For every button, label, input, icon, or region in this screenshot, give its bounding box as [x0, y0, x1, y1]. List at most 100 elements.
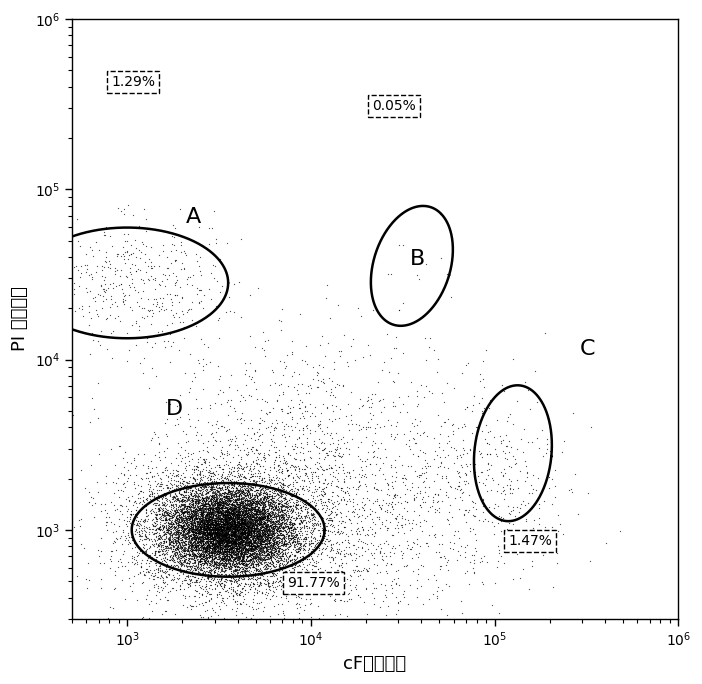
Point — [224, 514, 235, 525]
Point — [212, 519, 223, 530]
Point — [204, 529, 216, 540]
Point — [231, 511, 242, 522]
Point — [191, 523, 202, 534]
Point — [251, 520, 262, 531]
Point — [197, 529, 208, 540]
Point — [237, 529, 248, 540]
Point — [235, 547, 246, 557]
Point — [225, 509, 237, 520]
Point — [152, 540, 164, 551]
Point — [245, 484, 256, 495]
Point — [169, 516, 180, 527]
Point — [197, 464, 208, 475]
Point — [253, 508, 264, 519]
Point — [211, 535, 222, 546]
Point — [229, 507, 240, 518]
Point — [335, 451, 346, 462]
Point — [213, 527, 224, 538]
Point — [229, 534, 240, 544]
Point — [199, 509, 210, 520]
Point — [524, 488, 535, 499]
Point — [293, 590, 304, 601]
Point — [182, 527, 193, 538]
Point — [220, 568, 231, 579]
Point — [261, 553, 272, 564]
Point — [198, 523, 209, 534]
Point — [194, 592, 205, 603]
Point — [166, 555, 178, 566]
Point — [176, 512, 187, 523]
Point — [191, 513, 202, 524]
Point — [183, 554, 194, 565]
Point — [226, 529, 237, 540]
Point — [459, 467, 470, 478]
Point — [228, 519, 239, 530]
Point — [277, 550, 289, 561]
Point — [211, 535, 223, 546]
Point — [161, 464, 173, 475]
Point — [313, 482, 324, 492]
Point — [255, 485, 266, 496]
Point — [183, 518, 194, 529]
Point — [201, 515, 213, 526]
Point — [306, 523, 317, 534]
Point — [216, 539, 227, 550]
Point — [211, 504, 222, 515]
Point — [220, 553, 231, 564]
Point — [229, 525, 240, 536]
Point — [228, 541, 239, 552]
Point — [277, 501, 288, 512]
Point — [206, 506, 218, 517]
Point — [224, 537, 235, 548]
Point — [239, 544, 251, 555]
Point — [159, 499, 170, 510]
Point — [241, 530, 253, 541]
Point — [274, 547, 286, 558]
Point — [211, 539, 223, 550]
Point — [239, 526, 250, 537]
Point — [154, 293, 166, 304]
Point — [237, 529, 248, 540]
Point — [307, 560, 319, 570]
Point — [231, 529, 242, 540]
Point — [236, 542, 247, 553]
Point — [251, 508, 263, 519]
Point — [215, 537, 226, 548]
Point — [144, 564, 155, 575]
Point — [223, 499, 234, 510]
Point — [263, 546, 274, 557]
Point — [352, 499, 363, 510]
Point — [180, 543, 191, 554]
Point — [282, 447, 293, 458]
Point — [244, 528, 255, 539]
Point — [225, 566, 237, 577]
Point — [184, 510, 195, 521]
Point — [194, 531, 205, 542]
Point — [197, 538, 208, 549]
Point — [128, 478, 140, 489]
Point — [201, 560, 213, 570]
Point — [226, 529, 237, 540]
Point — [191, 586, 202, 597]
Point — [303, 500, 314, 511]
Point — [256, 428, 267, 439]
Point — [248, 516, 259, 527]
Point — [205, 572, 216, 583]
Point — [277, 489, 289, 500]
Point — [201, 529, 212, 540]
Point — [207, 555, 218, 566]
Point — [225, 502, 236, 513]
Point — [278, 523, 289, 534]
Point — [232, 549, 244, 560]
Point — [181, 480, 192, 491]
Point — [196, 531, 207, 542]
Point — [286, 503, 298, 514]
Point — [234, 479, 245, 490]
Point — [239, 555, 250, 566]
Point — [136, 236, 147, 247]
Point — [145, 552, 156, 563]
Point — [159, 549, 171, 560]
Point — [277, 465, 288, 476]
Point — [217, 538, 228, 549]
Point — [157, 540, 168, 551]
